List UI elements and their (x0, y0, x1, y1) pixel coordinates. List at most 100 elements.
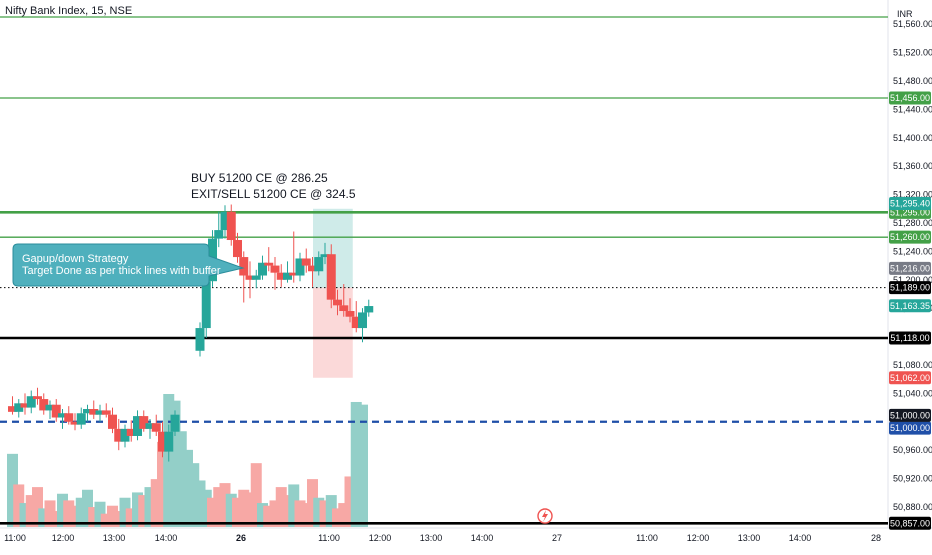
candle-body[interactable] (308, 265, 317, 272)
candle-body[interactable] (295, 258, 305, 276)
x-tick-label: 14:00 (155, 533, 178, 543)
candle-body[interactable] (239, 257, 249, 276)
level-price-tag: 51,189.00 (890, 283, 930, 293)
volume-bar (100, 513, 112, 527)
candle-body[interactable] (314, 257, 324, 272)
volume-bar (213, 487, 225, 527)
volume-bar (275, 487, 287, 527)
candle-body[interactable] (89, 409, 99, 415)
candle-body[interactable] (20, 403, 30, 408)
volume-bar (169, 400, 181, 527)
candle-body[interactable] (364, 306, 374, 313)
candle-body[interactable] (8, 406, 17, 412)
level-price-tag: 51,118.00 (890, 333, 929, 343)
candle-body[interactable] (26, 396, 36, 408)
candle-body[interactable] (351, 316, 361, 329)
candle-body[interactable] (195, 328, 205, 351)
volume-bar (150, 479, 162, 527)
candle-body[interactable] (170, 414, 180, 432)
strategy-callout[interactable]: Gapup/down Strategy Target Done as per t… (12, 243, 245, 287)
volume-bar (57, 493, 68, 527)
candle-body[interactable] (108, 414, 117, 429)
flash-icon[interactable] (537, 508, 553, 524)
price-tag: 51,216.00 (890, 263, 930, 273)
candle-body[interactable] (64, 413, 74, 422)
y-tick-label: 51,480.00 (893, 76, 932, 86)
candle-body[interactable] (345, 311, 355, 317)
callout-line-1: Gapup/down Strategy (22, 253, 129, 265)
y-tick-label: 51,560.00 (893, 19, 932, 29)
level-price-tag-bg (889, 516, 931, 530)
candle-body[interactable] (120, 428, 130, 442)
candle-body[interactable] (289, 272, 299, 276)
candle-body[interactable] (264, 262, 274, 266)
x-axis: 11:00 12:00 13:00 14:00 26 11:00 12:00 13:00 14:… (4, 533, 881, 543)
candle-body[interactable] (333, 299, 342, 306)
y-tick-label: 50,960.00 (893, 445, 932, 455)
volume-bar (144, 487, 156, 527)
candle-body[interactable] (251, 275, 261, 280)
candle-body[interactable] (258, 262, 267, 276)
candle-body[interactable] (245, 275, 255, 280)
candle-body[interactable] (301, 258, 311, 266)
level-price-tag-bg (889, 281, 931, 295)
candle-body[interactable] (283, 272, 292, 280)
candle-body[interactable] (145, 423, 155, 429)
candles[interactable] (8, 204, 374, 462)
volume-bar (13, 484, 25, 527)
candle-body[interactable] (270, 265, 280, 273)
candle-body[interactable] (101, 410, 111, 415)
candle-body[interactable] (164, 431, 174, 452)
candle-body[interactable] (114, 428, 124, 442)
candle-body[interactable] (233, 240, 242, 258)
candle-body[interactable] (76, 413, 86, 425)
price-tags: 51,456.00 51,295.00 51,260.00 51,189.00 51,1… (889, 91, 931, 530)
volume-bar (294, 500, 306, 527)
volume-bar (288, 484, 300, 527)
volume-bar (307, 479, 318, 527)
volume-bar (325, 495, 337, 527)
candle-body[interactable] (58, 413, 67, 418)
volume-bar (238, 489, 250, 527)
candle-body[interactable] (214, 230, 224, 239)
candle-body[interactable] (226, 211, 236, 241)
x-tick-label: 11:00 (318, 533, 340, 543)
candle-body[interactable] (320, 254, 330, 258)
volume-bar (232, 497, 243, 527)
volume-bar (344, 476, 356, 527)
volume-bar (338, 503, 350, 527)
candle-body[interactable] (139, 416, 149, 429)
volume-bar (257, 503, 268, 527)
candle-body[interactable] (220, 211, 230, 231)
volume-bar (82, 489, 93, 527)
candle-body[interactable] (39, 399, 49, 411)
volume-bar (7, 453, 18, 527)
y-tick-label: 51,360.00 (893, 161, 932, 171)
candle-body[interactable] (326, 254, 336, 300)
candle-body[interactable] (339, 305, 349, 312)
candle-body[interactable] (70, 421, 80, 425)
volume-bar (263, 505, 275, 527)
currency-label[interactable]: INR (897, 9, 913, 19)
candle-body[interactable] (33, 396, 42, 400)
volume-bar (32, 487, 43, 527)
horizontal-levels[interactable] (0, 16, 888, 525)
volume-bar (44, 500, 56, 527)
candle-body[interactable] (151, 423, 161, 432)
candle-body[interactable] (14, 403, 24, 412)
candle-body[interactable] (45, 404, 55, 411)
volume-bar (282, 495, 293, 527)
candle-body[interactable] (83, 409, 92, 414)
candle-body[interactable] (201, 281, 211, 329)
x-tick-label: 26 (236, 533, 246, 543)
candle-body[interactable] (51, 404, 61, 418)
candle-body[interactable] (158, 431, 167, 452)
candle-body[interactable] (126, 428, 136, 436)
candle-body[interactable] (133, 416, 142, 436)
candle-body[interactable] (358, 312, 367, 329)
volume-bar (113, 511, 125, 527)
candle-body[interactable] (95, 410, 105, 415)
candle-body[interactable] (276, 272, 286, 280)
